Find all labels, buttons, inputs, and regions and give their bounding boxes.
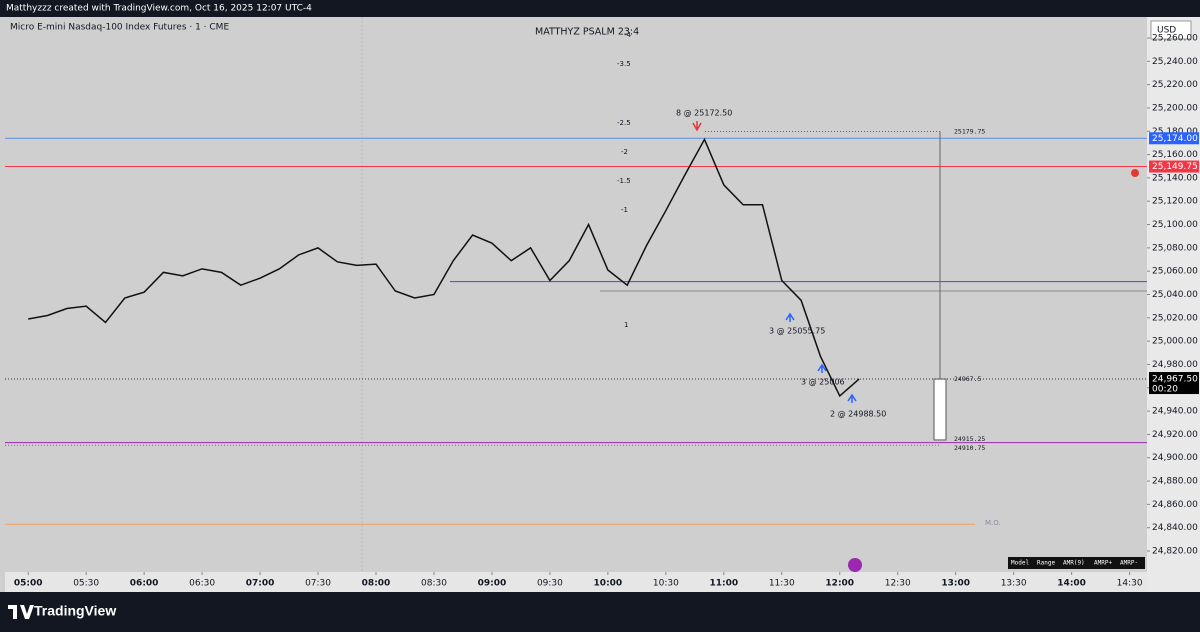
buy-arrow [785, 312, 795, 322]
range-label: 24910.75 [954, 444, 985, 452]
y-tick-label: 25,220.00 [1152, 80, 1198, 90]
indicator-scale: -4 [624, 31, 632, 39]
x-tick-label: 13:30 [1001, 579, 1027, 589]
x-tick-label: 08:30 [421, 579, 447, 589]
logo-icon [8, 605, 34, 619]
y-tick-label: 25,080.00 [1152, 243, 1198, 253]
y-tick-label: 25,260.00 [1152, 33, 1198, 43]
last-price-label: 24,967.50 [1152, 375, 1198, 385]
price-tag-label: 25,174.00 [1152, 134, 1198, 144]
indicator-scale: -3.5 [617, 60, 631, 68]
mo-label: M.O. [985, 519, 1001, 527]
x-tick-label: 10:30 [653, 579, 679, 589]
x-tick-label: 05:30 [73, 579, 99, 589]
y-tick-label: 24,980.00 [1152, 360, 1198, 370]
byline: Matthyzzz created with TradingView.com, … [6, 4, 312, 14]
y-tick-label: 25,120.00 [1152, 197, 1198, 207]
time-axis [5, 572, 1147, 592]
indicator-scale: -1.5 [617, 177, 631, 185]
y-tick-label: 24,840.00 [1152, 523, 1198, 533]
y-tick-label: 24,820.00 [1152, 547, 1198, 557]
x-tick-label: 14:00 [1057, 579, 1086, 589]
table-cell: AMR(9) [1063, 560, 1085, 567]
y-tick-label: 25,180.00 [1152, 127, 1198, 137]
indicator-title: MATTHYZ PSALM 23:4 [535, 27, 639, 38]
buy-arrow [847, 393, 857, 403]
currency-box [1150, 20, 1192, 40]
x-tick-label: 06:00 [130, 579, 159, 589]
y-tick-label: 25,100.00 [1152, 220, 1198, 230]
y-tick-label: 25,140.00 [1152, 173, 1198, 183]
x-tick-label: 10:00 [594, 579, 623, 589]
event-icon [848, 558, 862, 572]
indicator-scale: -2 [621, 148, 628, 156]
y-tick-label: 24,880.00 [1152, 477, 1198, 487]
range-label: 24967.5 [954, 375, 981, 383]
table-cell: AMRP- [1120, 560, 1138, 567]
price-tag [1149, 160, 1199, 173]
y-tick-label: 25,000.00 [1152, 337, 1198, 347]
execution-label: 2 @ 24988.50 [830, 410, 886, 419]
x-tick-label: 12:00 [825, 579, 854, 589]
price-tag-label: 25,149.75 [1152, 162, 1198, 172]
y-tick-label: 25,040.00 [1152, 290, 1198, 300]
x-tick-label: 08:00 [362, 579, 391, 589]
x-tick-label: 12:30 [885, 579, 911, 589]
y-tick-label: 25,200.00 [1152, 103, 1198, 113]
x-tick-label: 11:00 [709, 579, 738, 589]
countdown: 00:20 [1152, 385, 1178, 395]
x-tick-label: 11:30 [769, 579, 795, 589]
price-tag [1149, 132, 1199, 145]
table-cell: Range [1037, 560, 1055, 567]
y-tick-label: 24,860.00 [1152, 500, 1198, 510]
y-tick-label: 24,920.00 [1152, 430, 1198, 440]
range-label: 25179.75 [954, 128, 985, 136]
y-tick-label: 25,060.00 [1152, 267, 1198, 277]
x-tick-label: 07:30 [305, 579, 331, 589]
table-cell: AMRP+ [1094, 560, 1112, 567]
x-tick-label: 05:00 [14, 579, 43, 589]
y-tick-label: 24,940.00 [1152, 407, 1198, 417]
indicator-scale: -1 [621, 206, 628, 214]
last-price-tag [1149, 372, 1199, 395]
buy-arrow [817, 363, 827, 373]
execution-label: 3 @ 25055.75 [769, 327, 825, 336]
indicator-scale: -2.5 [617, 119, 631, 127]
x-tick-label: 07:00 [246, 579, 275, 589]
x-tick-label: 09:30 [537, 579, 563, 589]
sell-arrow [692, 121, 702, 132]
x-tick-label: 06:30 [189, 579, 215, 589]
alert-icon [1131, 169, 1139, 177]
execution-label: 3 @ 25006 [801, 378, 845, 387]
logo: TradingView [8, 603, 116, 619]
y-tick-label: 25,160.00 [1152, 150, 1198, 160]
x-tick-label: 14:30 [1117, 579, 1143, 589]
indicator-table [1008, 557, 1145, 569]
y-tick-label: 25,020.00 [1152, 313, 1198, 323]
price-line [28, 137, 860, 398]
brand: TradingView [34, 603, 116, 619]
range-box [933, 378, 947, 441]
indicator-scale: 1 [624, 321, 628, 329]
x-tick-label: 13:00 [941, 579, 970, 589]
chart-area [0, 17, 1200, 592]
table-cell: Model [1011, 560, 1029, 567]
y-tick-label: 24,900.00 [1152, 453, 1198, 463]
price-axis [1147, 17, 1200, 592]
range-label: 24915.25 [954, 435, 985, 443]
currency: USD [1157, 26, 1176, 36]
execution-label: 8 @ 25172.50 [676, 109, 732, 118]
x-tick-label: 09:00 [478, 579, 507, 589]
y-tick-label: 25,240.00 [1152, 57, 1198, 67]
symbol: Micro E-mini Nasdaq-100 Index Futures · … [10, 23, 229, 33]
